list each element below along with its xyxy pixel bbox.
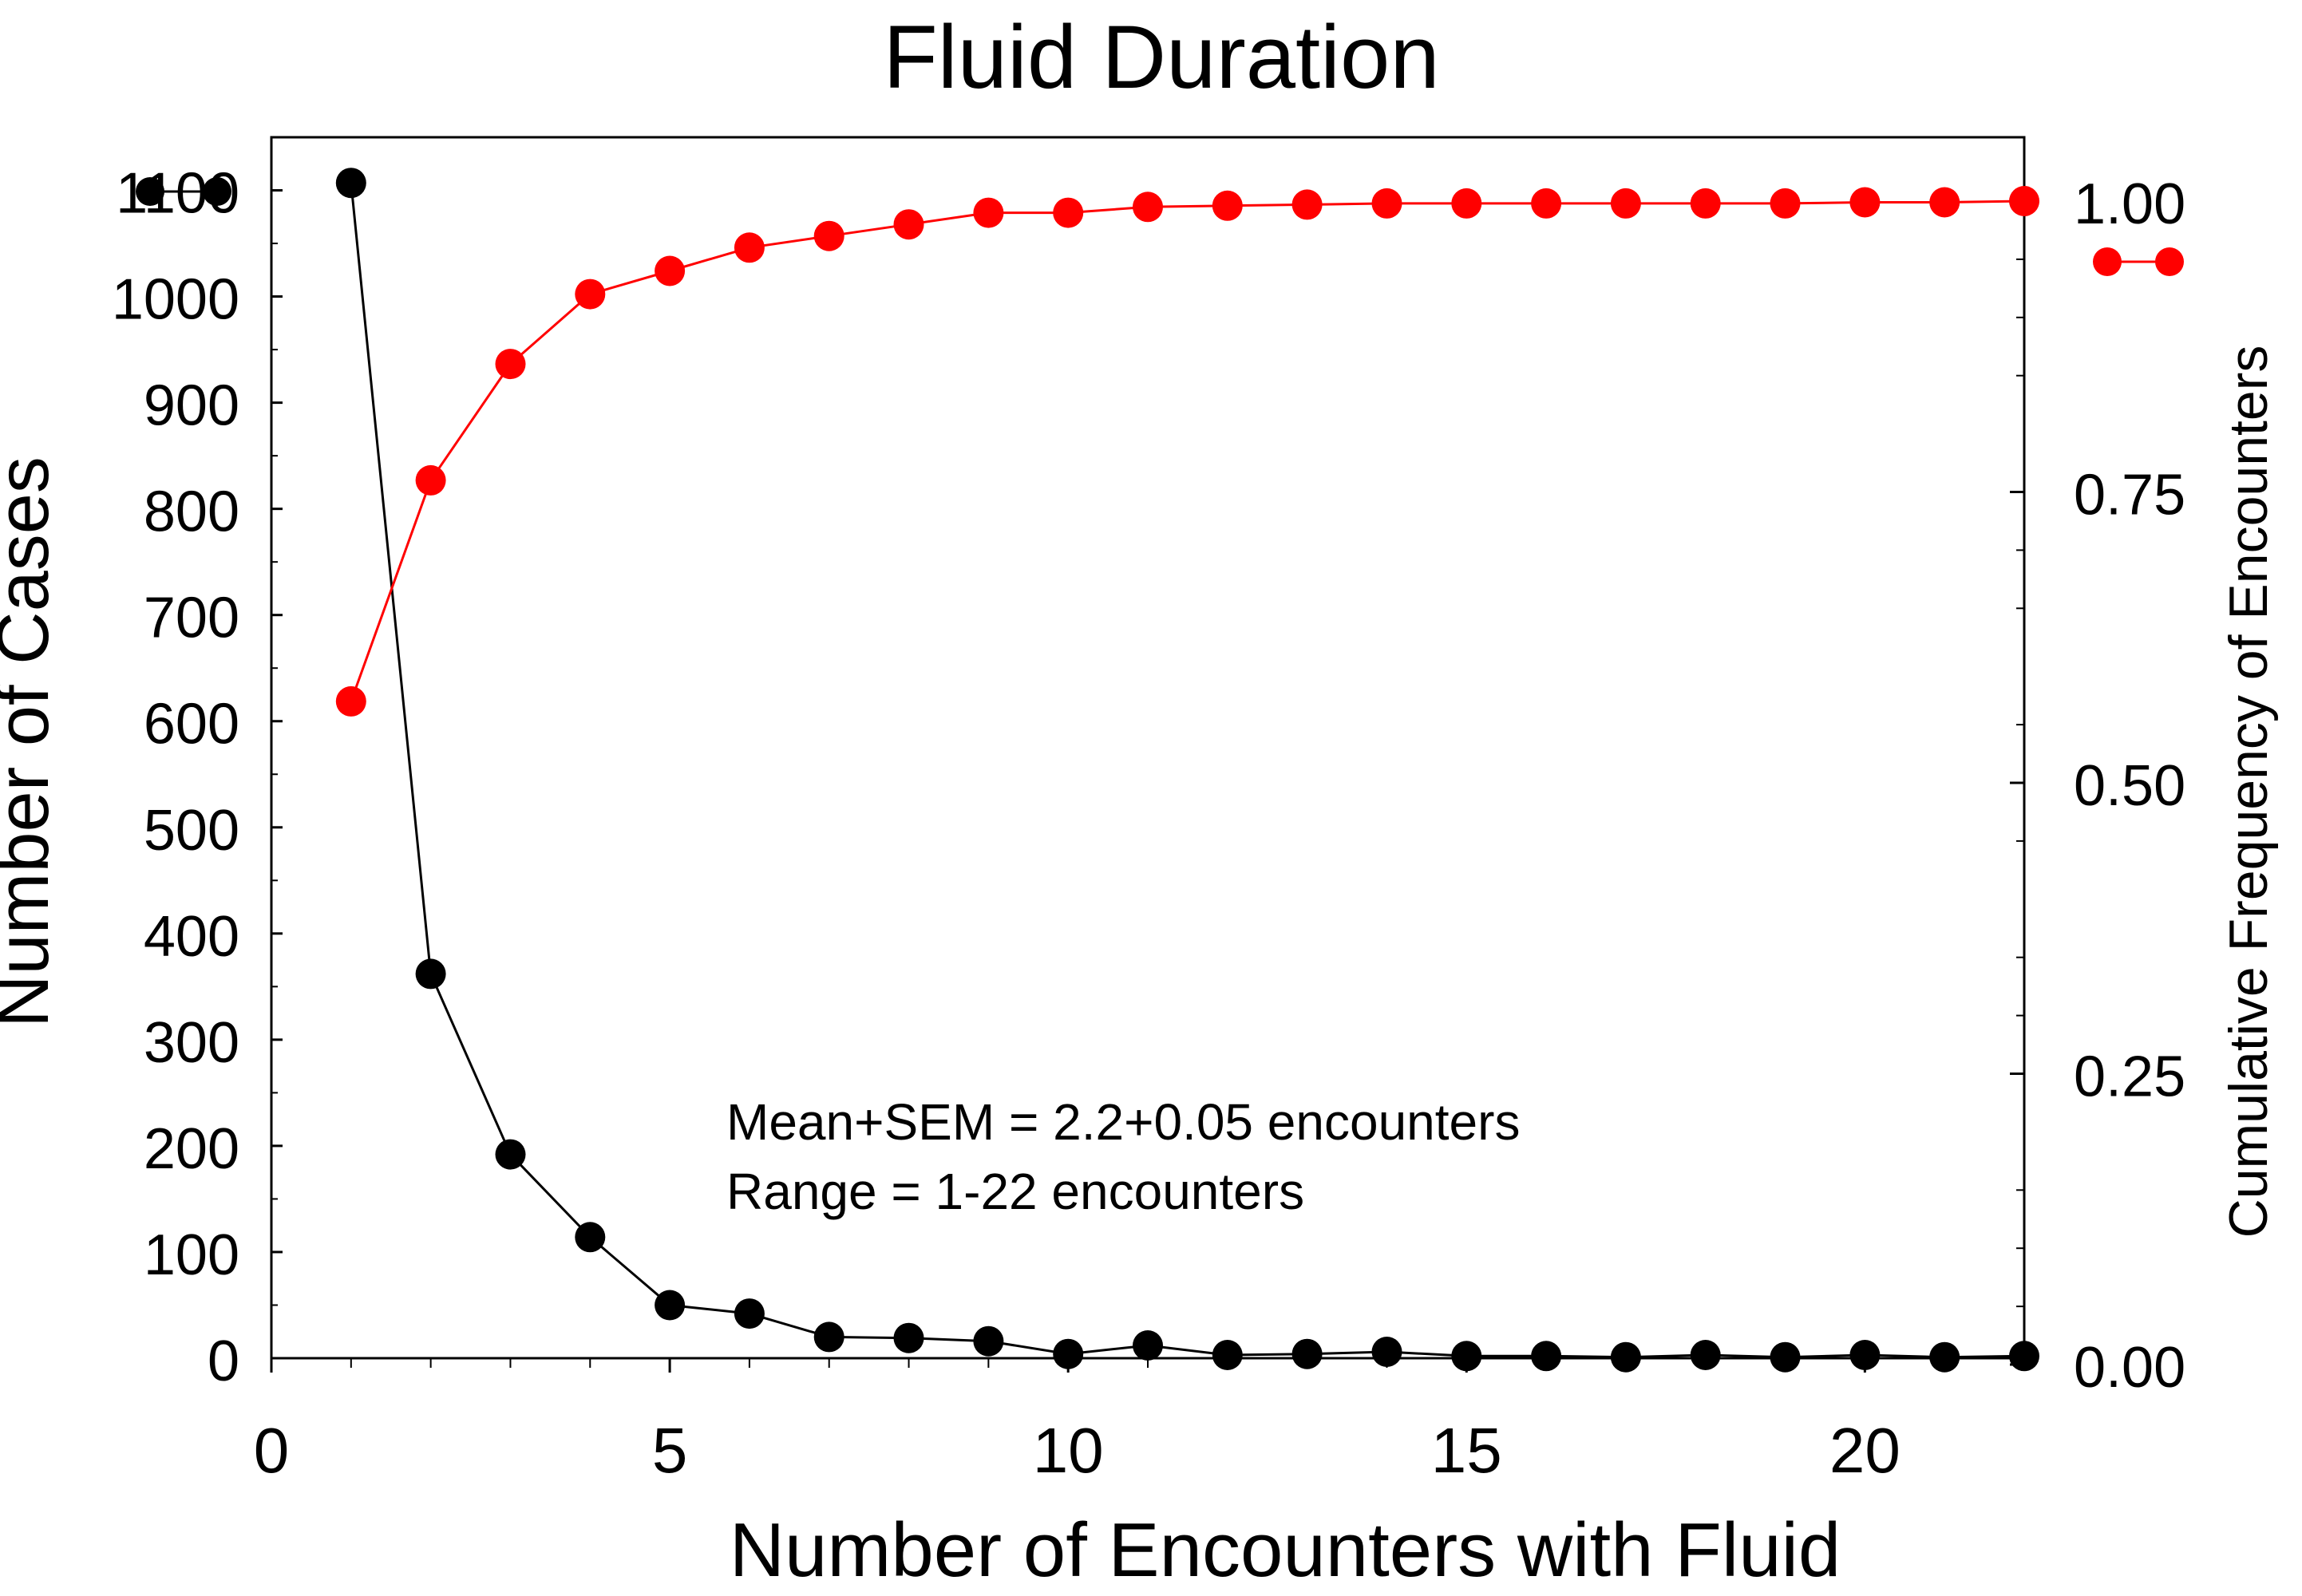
number-of-cases-point [1371,1337,1402,1367]
y-axis-right-label: Cumulative Frequency of Encounters [2218,346,2279,1238]
x-tick-label: 20 [1829,1415,1901,1486]
cumulative-frequency-point [893,209,924,240]
cumulative-frequency-point [1451,188,1482,219]
y-left-tick-label: 700 [144,587,239,650]
cumulative-frequency-point [335,685,366,717]
number-of-cases-point [893,1322,924,1353]
legend-right-series [2093,247,2184,276]
legend-right-marker-2 [2155,247,2184,276]
y-right-tick-label: 0.00 [2074,1336,2185,1400]
cumulative-frequency-point [813,220,844,251]
cumulative-frequency-point [1053,197,1084,228]
y-left-tick-label: 100 [144,1223,239,1287]
cumulative-frequency-point [973,197,1004,228]
cumulative-frequency-point [1929,187,1960,218]
cumulative-frequency-point [1291,189,1323,220]
y-right-tick-label: 0.25 [2074,1045,2185,1109]
y-left-tick-label: 900 [144,374,239,438]
number-of-cases-point [415,958,446,990]
number-of-cases-point [1291,1338,1323,1369]
cumulative-frequency-point [1371,188,1402,219]
cumulative-frequency-point [1610,188,1641,219]
cumulative-frequency-point [1690,188,1721,219]
number-of-cases-point [813,1321,844,1353]
cumulative-frequency-point [2009,186,2039,216]
cumulative-frequency-point [734,232,765,263]
cumulative-frequency-point [415,464,446,496]
y-left-tick-label: 0 [208,1329,239,1393]
x-tick-label: 0 [254,1415,290,1486]
number-of-cases-point [495,1139,526,1170]
cumulative-frequency-point [1133,192,1163,223]
x-axis-ticks: 0 5 10 15 20 [254,1358,2025,1486]
x-axis-label: Number of Encounters with Fluid [730,1507,1841,1593]
cumulative-frequency-point [1849,187,1881,218]
number-of-cases-point [1770,1341,1801,1373]
y-axis-left-label: Number of Cases [0,456,64,1028]
y-left-tick-label: 1000 [112,268,239,332]
number-of-cases-point [1451,1341,1482,1372]
legend-left-marker-2 [203,177,231,206]
x-tick-label: 10 [1033,1415,1104,1486]
number-of-cases-point [1212,1340,1243,1370]
y-left-tick-label: 800 [144,480,239,544]
number-of-cases-point [734,1298,765,1329]
legend-left-marker-1 [136,177,164,206]
cumulative-frequency-point [1212,190,1243,221]
annotation-mean-sem: Mean+SEM = 2.2+0.05 encounters [726,1093,1520,1151]
number-of-cases-point [1849,1340,1881,1370]
cumulative-frequency-point [655,255,686,286]
y-left-tick-label: 300 [144,1011,239,1075]
x-tick-label: 15 [1431,1415,1502,1486]
number-of-cases-point [1929,1341,1960,1373]
y-right-tick-label: 0.75 [2074,464,2185,527]
number-of-cases-point [1690,1340,1721,1370]
number-of-cases-point [575,1222,606,1253]
y-left-tick-label: 600 [144,693,239,757]
cumulative-frequency-point [1770,188,1801,219]
series-points [335,168,2039,1373]
y-left-tick-label: 200 [144,1117,239,1181]
number-of-cases-point [973,1325,1004,1357]
legend-right-marker-1 [2093,247,2122,276]
y-right-tick-label: 0.50 [2074,754,2185,818]
legend-left-series [136,177,231,206]
cumulative-frequency-point [495,349,526,380]
series-lines [350,183,2025,1359]
number-of-cases-point [335,168,366,199]
number-of-cases-point [1053,1338,1084,1369]
cumulative-frequency-point [1531,188,1562,219]
number-of-cases-point [1610,1341,1641,1373]
y-left-tick-label: 400 [144,905,239,969]
number-of-cases-line [350,183,2025,1359]
number-of-cases-point [655,1290,686,1321]
number-of-cases-point [2009,1341,2039,1372]
y-left-tick-label: 500 [144,799,239,863]
right-axis-ticks: 0.00 0.25 0.50 0.75 1.00 [2010,172,2185,1400]
annotation-range: Range = 1-22 encounters [726,1163,1304,1220]
y-right-tick-label: 1.00 [2074,172,2185,236]
cumulative-frequency-line [350,200,2025,702]
cumulative-frequency-point [575,279,606,310]
number-of-cases-point [1531,1341,1562,1372]
number-of-cases-point [1133,1330,1163,1361]
chart-title: Fluid Duration [883,7,1439,107]
x-tick-label: 5 [652,1415,688,1486]
